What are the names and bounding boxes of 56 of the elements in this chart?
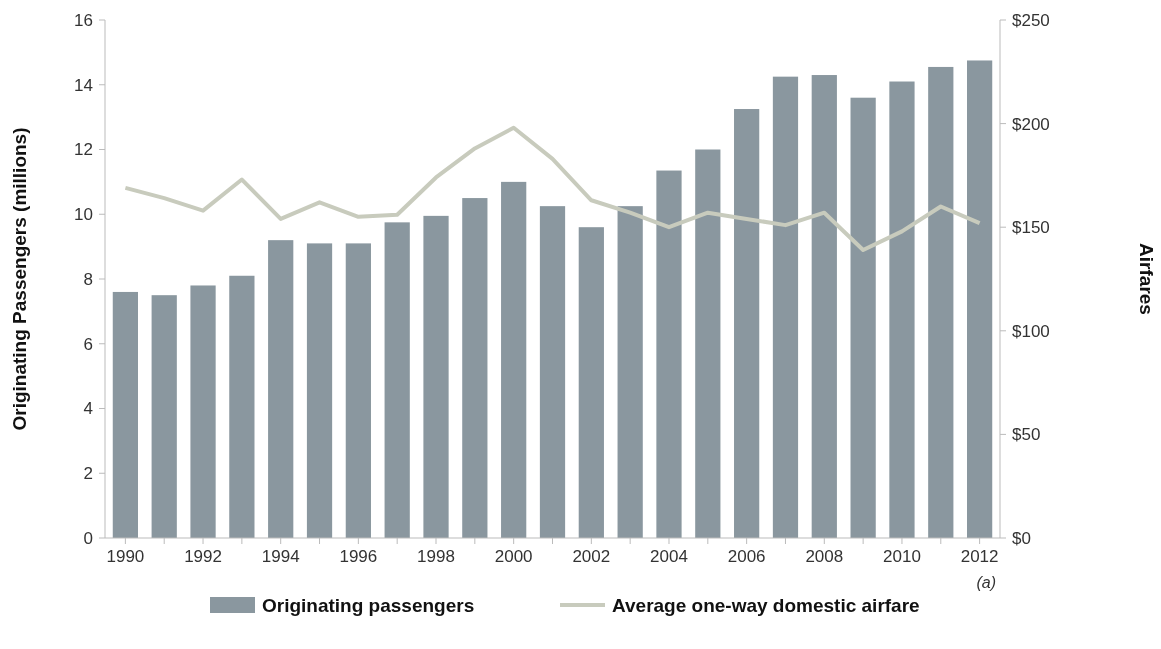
bar [850, 97, 876, 538]
bar [811, 75, 837, 538]
bar [112, 291, 138, 538]
x-tick-label: 2000 [494, 547, 533, 566]
y2-tick-label: $150 [1012, 218, 1050, 238]
bar [578, 227, 604, 538]
bar [928, 66, 954, 538]
text: (a) [976, 574, 996, 591]
x-tick-label: 2010 [883, 547, 921, 566]
y2-tick-label: $0 [1012, 528, 1031, 548]
bar [656, 170, 682, 538]
bar [423, 215, 449, 538]
y2-axis-title: Airfares [1136, 243, 1157, 315]
bar [772, 76, 799, 538]
bar [734, 109, 760, 538]
legend-label: Average one-way domestic airfare [612, 594, 920, 616]
bar [229, 275, 255, 538]
y-axis-title: Originating Passengers (millions) [9, 127, 30, 431]
y-tick-label: 10 [74, 205, 93, 225]
y2-tick-label: $250 [1012, 10, 1050, 30]
x-tick-label: 1990 [106, 547, 145, 566]
bar [384, 222, 410, 538]
x-tick-label: 1992 [184, 547, 222, 566]
y2-tick-label: $50 [1012, 425, 1041, 445]
y-tick-label: 4 [83, 399, 93, 419]
x-tick-label: 2004 [650, 547, 688, 566]
y2-tick-label: $200 [1012, 114, 1050, 134]
bar [268, 240, 294, 538]
bar [462, 198, 488, 538]
y2-tick-label: $100 [1012, 321, 1050, 341]
bar [695, 149, 721, 538]
y-tick-label: 12 [74, 140, 93, 160]
x-tick-label: 1996 [339, 547, 378, 566]
y-tick-label: 6 [83, 334, 93, 354]
y-tick-label: 14 [74, 75, 93, 95]
legend-label: Originating passengers [262, 594, 475, 616]
y-tick-label: 2 [83, 464, 93, 484]
y-tick-label: 8 [83, 269, 93, 289]
x-tick-label: 2008 [805, 547, 844, 566]
bar [345, 243, 371, 538]
y-tick-label: 0 [83, 528, 93, 548]
bar [190, 285, 216, 538]
x-tick-label: 2012 [960, 547, 999, 566]
bar [501, 181, 527, 538]
bar [617, 206, 643, 538]
y-tick-label: 16 [74, 10, 93, 30]
bar [151, 295, 177, 538]
x-tick-label: 1998 [417, 547, 455, 566]
x-tick-label: 1994 [261, 547, 300, 566]
line-series [123, 125, 982, 252]
bar [967, 60, 993, 538]
x-tick-label: 2002 [572, 547, 611, 566]
bar [306, 243, 333, 538]
x-tick-label: 2006 [727, 547, 766, 566]
bar [889, 81, 915, 538]
bar [539, 206, 566, 538]
